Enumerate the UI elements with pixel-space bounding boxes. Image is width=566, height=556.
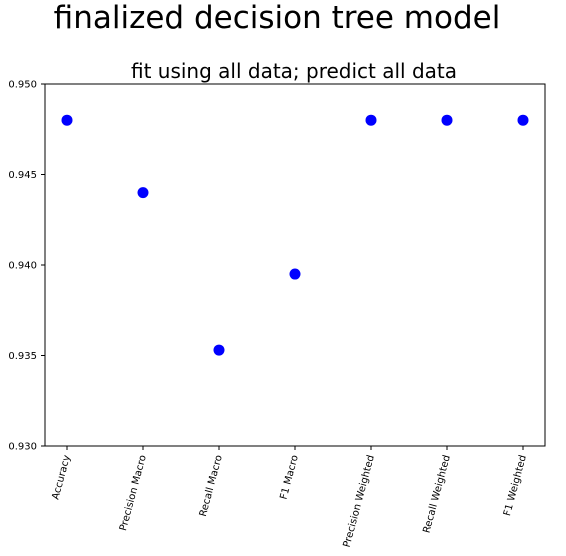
data-point [213,344,225,356]
data-point [137,187,149,199]
data-point [365,114,377,126]
data-point [441,114,453,126]
y-tick-label: 0.945 [8,170,37,181]
y-tick-label: 0.940 [8,261,37,272]
data-point [61,114,73,126]
y-axis: 0.930 0.935 0.940 0.945 0.950 [8,80,45,453]
chart-title: fit using all data; predict all data [131,59,457,83]
figure-title: finalized decision tree model [54,0,501,36]
y-tick-label: 0.935 [8,351,37,362]
data-point [517,114,529,126]
y-tick-label: 0.950 [8,80,37,91]
data-point [289,268,301,280]
data-points [61,114,529,356]
y-tick-label: 0.930 [8,442,37,453]
